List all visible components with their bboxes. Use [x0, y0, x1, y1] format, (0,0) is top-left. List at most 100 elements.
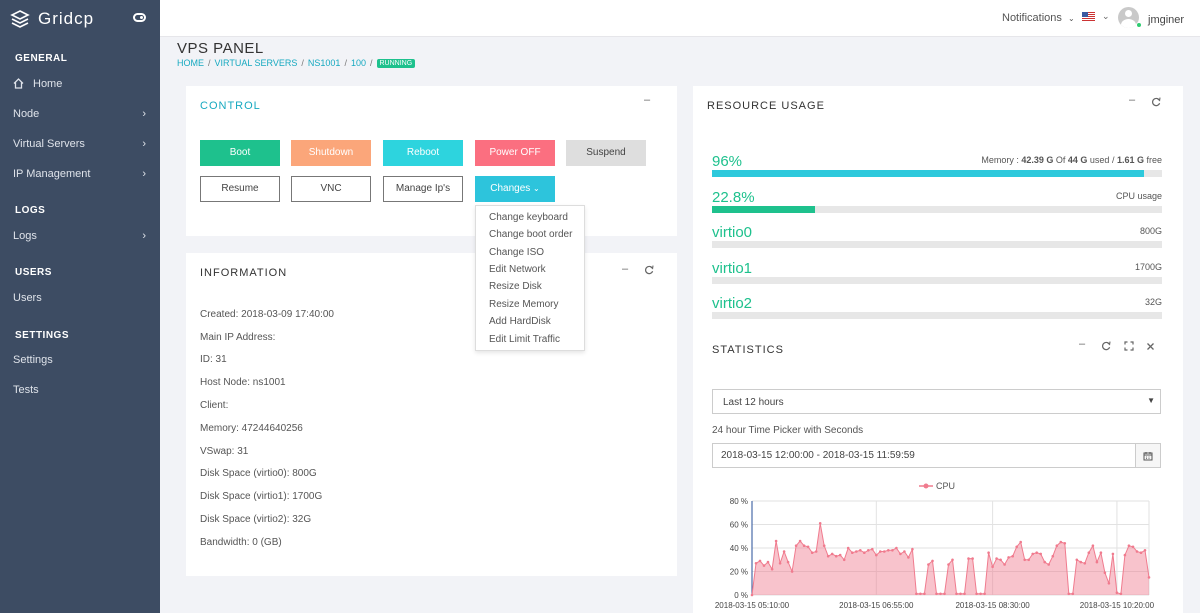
avatar[interactable]	[1118, 7, 1139, 28]
cpu-progress-fill	[712, 206, 815, 213]
home-icon	[13, 78, 24, 89]
minimize-icon[interactable]: –	[644, 94, 651, 106]
disk-progress-track	[712, 241, 1162, 248]
menu-item-resize-disk[interactable]: Resize Disk	[489, 281, 542, 292]
information-card: INFORMATION –	[186, 253, 677, 576]
notifications-menu[interactable]: Notifications ⌄	[1002, 12, 1075, 24]
time-range-field[interactable]	[712, 443, 1136, 468]
menu-item-add-harddisk[interactable]: Add HardDisk	[489, 316, 551, 327]
menu-item-change-keyboard[interactable]: Change keyboard	[489, 212, 568, 223]
cpu-data-point	[911, 547, 914, 551]
cpu-data-point	[975, 592, 978, 596]
breadcrumb-home[interactable]: HOME	[177, 58, 204, 68]
us-flag-icon[interactable]	[1082, 12, 1095, 21]
sidebar-item-users[interactable]: Users	[13, 292, 153, 304]
chevron-down-icon: ⌄	[1067, 14, 1075, 23]
minimize-icon[interactable]: –	[1079, 338, 1086, 350]
boot-button[interactable]: Boot	[200, 140, 280, 166]
sidebar-item-label: Node	[13, 108, 40, 120]
sidebar-item-label: Users	[13, 292, 42, 304]
cpu-data-point	[855, 550, 858, 553]
sidebar-toggle-icon[interactable]	[133, 13, 146, 22]
cpu-data-point	[899, 552, 902, 556]
cpu-data-point	[919, 592, 922, 596]
time-range-select[interactable]: Last 12 hours ▼	[712, 389, 1161, 414]
stack-logo-icon	[10, 10, 30, 28]
menu-item-change-iso[interactable]: Change ISO	[489, 247, 545, 258]
menu-item-resize-memory[interactable]: Resize Memory	[489, 299, 559, 310]
cpu-data-point	[1147, 576, 1151, 579]
breadcrumb-virtual-servers[interactable]: VIRTUAL SERVERS	[214, 58, 298, 68]
suspend-button[interactable]: Suspend	[566, 140, 646, 166]
sidebar-item-label: Home	[33, 78, 63, 90]
cpu-data-point	[794, 544, 798, 547]
cpu-data-point	[1095, 560, 1099, 564]
y-axis-labels: 80 % 60 % 40 % 20 % 0 %	[730, 497, 748, 600]
sidebar-item-node[interactable]: Node ›	[13, 108, 153, 120]
app-name: Gridcp	[38, 9, 95, 28]
menu-item-edit-limit-traffic[interactable]: Edit Limit Traffic	[489, 334, 560, 345]
reboot-button[interactable]: Reboot	[383, 140, 463, 166]
breadcrumb-node[interactable]: NS1001	[307, 58, 341, 68]
minimize-icon[interactable]: –	[622, 263, 629, 275]
cpu-progress-track	[712, 206, 1162, 213]
cpu-data-point	[814, 550, 818, 553]
menu-item-change-boot-order[interactable]: Change boot order	[489, 229, 573, 240]
sidebar-item-logs[interactable]: Logs ›	[13, 230, 153, 242]
cpu-data-point	[943, 592, 946, 596]
info-host-node: Host Node: ns1001	[200, 377, 286, 388]
cpu-data-point	[1071, 592, 1075, 596]
changes-button[interactable]: Changes ⌄	[475, 176, 555, 202]
info-bandwidth: Bandwidth: 0 (GB)	[200, 537, 282, 548]
power-off-button[interactable]: Power OFF	[475, 140, 555, 166]
resume-button[interactable]: Resume	[200, 176, 280, 202]
refresh-icon[interactable]	[1151, 97, 1161, 107]
disk-size-virtio1: 1700G	[1134, 262, 1162, 272]
chevron-down-icon[interactable]: ⌄	[1102, 11, 1110, 21]
cpu-data-point	[1023, 558, 1026, 562]
vnc-button[interactable]: VNC	[291, 176, 371, 202]
cpu-data-point	[851, 551, 854, 554]
time-range-input[interactable]	[721, 450, 1121, 461]
refresh-icon[interactable]	[1101, 341, 1111, 351]
cpu-data-point	[883, 550, 886, 553]
shutdown-button[interactable]: Shutdown	[291, 140, 371, 166]
sidebar-item-virtual-servers[interactable]: Virtual Servers ›	[13, 138, 153, 150]
refresh-icon[interactable]	[644, 265, 654, 275]
username[interactable]: jmginer	[1148, 14, 1185, 26]
cpu-data-point	[790, 570, 794, 573]
notifications-label: Notifications	[1002, 12, 1062, 24]
cpu-data-point	[1007, 556, 1010, 559]
cpu-data-point	[758, 559, 762, 563]
y-tick-label: 20 %	[730, 568, 748, 577]
disk-name-virtio2: virtio2	[712, 295, 753, 312]
cpu-series-line	[751, 523, 1150, 596]
time-picker-label: 24 hour Time Picker with Seconds	[712, 425, 864, 436]
sidebar-item-ip-management[interactable]: IP Management ›	[13, 168, 153, 180]
y-tick-label: 40 %	[730, 544, 748, 553]
cpu-data-point	[782, 550, 786, 553]
breadcrumb-id[interactable]: 100	[350, 58, 366, 68]
cpu-data-point	[810, 551, 814, 554]
cpu-data-point	[1091, 544, 1095, 547]
cpu-data-point	[935, 592, 938, 596]
chevron-right-icon: ›	[142, 138, 146, 150]
cpu-data-point	[987, 551, 990, 554]
information-title: INFORMATION	[200, 267, 288, 279]
manage-ips-button[interactable]: Manage Ip's	[383, 176, 463, 202]
expand-icon[interactable]	[1124, 341, 1134, 351]
cpu-data-point	[1031, 552, 1034, 556]
section-users: USERS	[15, 267, 52, 278]
sidebar-item-settings[interactable]: Settings	[13, 354, 153, 366]
calendar-button[interactable]	[1135, 443, 1161, 468]
info-id: ID: 31	[200, 354, 227, 365]
info-main-ip: Main IP Address:	[200, 332, 276, 343]
cpu-data-point	[867, 549, 870, 552]
minimize-icon[interactable]: –	[1129, 94, 1136, 106]
sidebar-item-tests[interactable]: Tests	[13, 384, 153, 396]
menu-item-edit-network[interactable]: Edit Network	[489, 264, 546, 275]
cpu-data-point	[895, 546, 898, 550]
close-icon[interactable]	[1146, 342, 1155, 351]
chart-legend[interactable]: CPU	[919, 481, 955, 491]
cpu-data-point	[995, 557, 998, 560]
